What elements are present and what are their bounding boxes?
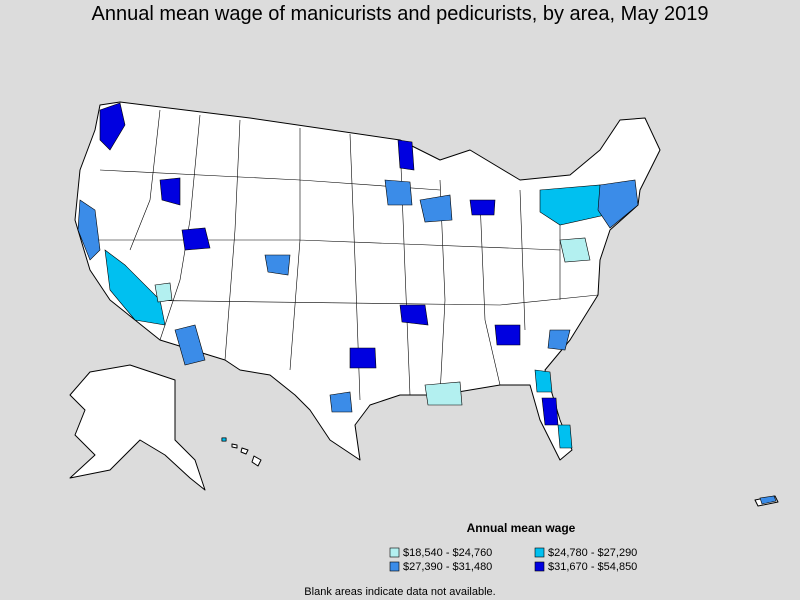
- note: Blank areas indicate data not available.: [304, 586, 495, 598]
- title: Annual mean wage of manicurists and pedi…: [91, 3, 708, 25]
- wage-area: [384, 179, 413, 206]
- wage-area: [597, 179, 639, 229]
- wage-area: [419, 194, 453, 223]
- wage-area: [104, 249, 166, 326]
- wage-area: [221, 437, 227, 442]
- legend-swatch: [389, 547, 400, 558]
- wage-area: [547, 329, 571, 351]
- wage-area: [559, 237, 591, 263]
- legend-swatch: [534, 561, 545, 572]
- map: [69, 101, 779, 507]
- wage-area: [159, 177, 181, 206]
- wage-area: [349, 347, 377, 369]
- wage-area: [534, 369, 553, 393]
- wage-area: [77, 199, 101, 261]
- legend-title: Annual mean wage: [467, 521, 576, 535]
- wage-area: [399, 304, 429, 326]
- alaska: [69, 364, 206, 491]
- legend-swatch: [389, 561, 400, 572]
- wage-area: [759, 495, 777, 505]
- legend: Annual mean wage $18,540 - $24,760 $24,78…: [389, 521, 637, 573]
- wage-area: [469, 199, 496, 216]
- wage-area: [397, 139, 415, 171]
- wage-area: [264, 254, 291, 276]
- wage-area: [539, 184, 606, 226]
- wage-area: [154, 282, 173, 303]
- wage-area: [424, 381, 463, 406]
- wage-area: [494, 324, 521, 346]
- legend-swatch: [534, 547, 545, 558]
- wage-area: [557, 424, 573, 449]
- wage-area: [181, 227, 211, 251]
- wage-area: [174, 324, 206, 366]
- wage-area: [541, 397, 559, 426]
- wage-area: [329, 391, 353, 413]
- wage-area: [99, 102, 126, 151]
- legend-label: $18,540 - $24,760: [403, 547, 492, 559]
- legend-label: $27,390 - $31,480: [403, 561, 492, 573]
- legend-label: $31,670 - $54,850: [548, 561, 637, 573]
- legend-label: $24,780 - $27,290: [548, 547, 637, 559]
- legend-items: $18,540 - $24,760 $24,780 - $27,290 $27,39…: [389, 547, 637, 573]
